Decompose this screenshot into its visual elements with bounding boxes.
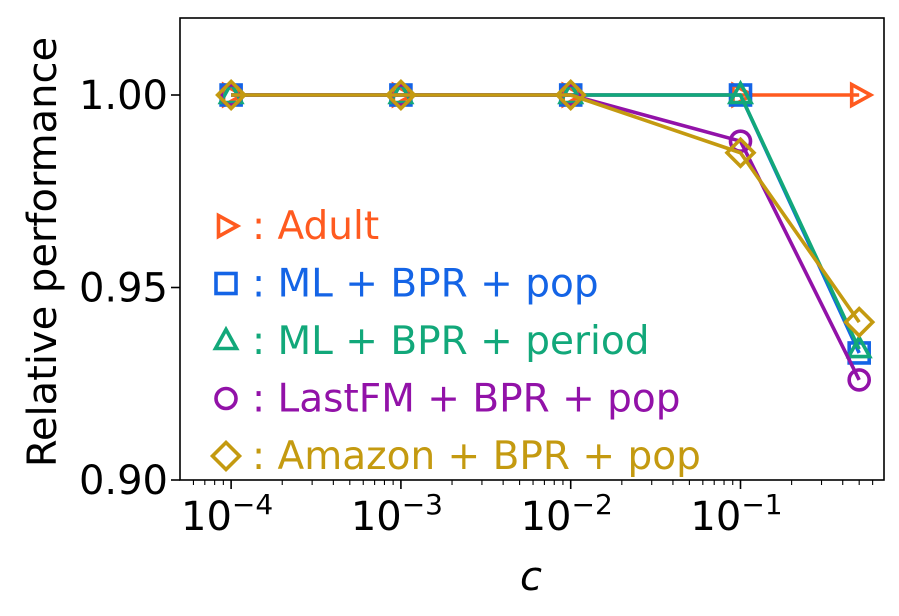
legend-label: : Amazon + BPR + pop (252, 434, 701, 479)
y-tick-label: 0.95 (79, 266, 168, 312)
data-point-marker (847, 368, 871, 392)
y-axis-label: Relative performance (20, 37, 66, 467)
legend-entry: : Adult (216, 204, 379, 249)
legend-marker-icon (214, 386, 238, 411)
legend-entry: : Amazon + BPR + pop (209, 434, 701, 479)
data-point-marker (554, 78, 587, 112)
legend-label: : ML + BPR + pop (252, 262, 599, 307)
data-point-marker (724, 136, 757, 169)
data-point-marker (726, 79, 755, 105)
legend-label: : ML + BPR + period (252, 319, 649, 364)
data-point-marker (849, 81, 875, 109)
legend-marker-icon (216, 212, 242, 240)
y-tick-label: 1.00 (79, 73, 168, 119)
legend-label: : LastFM + BPR + pop (252, 377, 681, 422)
x-tick-label: 10−1 (690, 488, 782, 540)
x-tick-label: 10−2 (521, 488, 613, 540)
data-point-marker (217, 79, 245, 105)
legend-marker-icon (209, 439, 243, 473)
series-line (231, 93, 861, 324)
y-tick-label: 0.90 (79, 458, 168, 504)
legend-entry: : ML + BPR + period (212, 319, 649, 364)
data-point-marker (843, 306, 876, 339)
legend-marker-icon (212, 325, 240, 351)
legend-entry: : LastFM + BPR + pop (214, 377, 681, 422)
data-point-marker (557, 79, 585, 105)
data-point-marker (215, 78, 248, 112)
data-point-marker (845, 333, 873, 359)
x-tick-label: 10−4 (181, 488, 273, 540)
x-tick-label: 10−3 (351, 488, 443, 540)
legend-label: : Adult (252, 204, 379, 249)
x-axis-label: c (520, 554, 542, 600)
legend-marker-icon (214, 271, 238, 296)
plot-frame (179, 17, 885, 481)
data-point-marker (384, 78, 417, 112)
legend-entry: : ML + BPR + pop (214, 262, 599, 307)
series-amazon-bpr-pop (215, 78, 876, 339)
data-point-marker (387, 79, 415, 105)
